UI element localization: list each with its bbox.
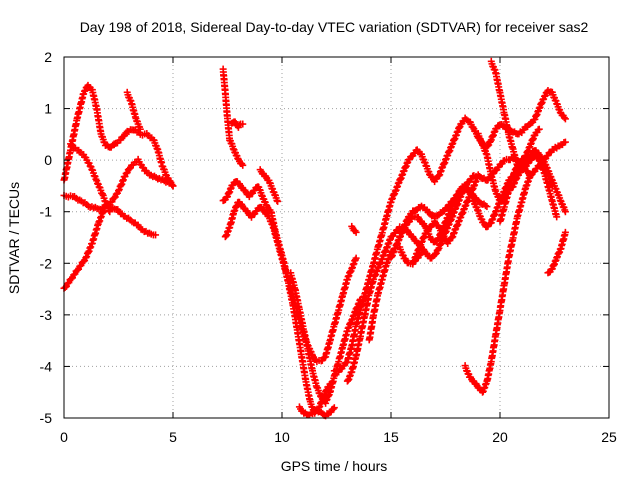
data-point xyxy=(82,254,90,262)
data-point xyxy=(73,266,81,274)
data-point xyxy=(64,280,72,288)
series-track-15 xyxy=(343,138,569,385)
data-point xyxy=(97,213,105,221)
x-tick-label: 25 xyxy=(601,429,617,445)
series-track-14 xyxy=(330,87,569,376)
data-point xyxy=(535,125,543,133)
data-point xyxy=(329,405,337,413)
data-point xyxy=(76,262,84,270)
series-track-7 xyxy=(219,65,247,169)
data-point xyxy=(561,208,569,216)
data-point xyxy=(553,213,561,221)
chart-title: Day 198 of 2018, Sidereal Day-to-day VTE… xyxy=(80,19,589,35)
data-point xyxy=(99,208,107,216)
data-point xyxy=(481,202,489,210)
data-point xyxy=(561,138,569,146)
data-point xyxy=(122,169,130,177)
data-point xyxy=(79,258,87,266)
y-tick-label: 0 xyxy=(44,152,52,168)
data-point xyxy=(239,120,247,128)
data-points xyxy=(60,57,569,420)
data-point xyxy=(168,181,176,189)
data-point xyxy=(152,231,160,239)
data-point xyxy=(239,161,247,169)
data-point xyxy=(548,182,556,190)
y-tick-label: -4 xyxy=(40,358,53,374)
data-point xyxy=(61,283,69,291)
data-point xyxy=(98,190,106,198)
y-tick-label: -2 xyxy=(40,255,53,271)
data-point xyxy=(352,228,360,236)
data-point xyxy=(418,249,426,257)
data-point xyxy=(561,228,569,236)
data-point xyxy=(483,203,491,211)
data-point xyxy=(169,182,177,190)
data-point xyxy=(67,275,75,283)
data-point xyxy=(85,247,93,255)
data-point xyxy=(97,214,105,222)
series-track-1 xyxy=(60,81,118,184)
y-tick-label: -5 xyxy=(40,410,53,426)
data-point xyxy=(352,254,360,262)
data-point xyxy=(235,121,243,129)
series-track-21 xyxy=(474,130,556,205)
y-tick-labels: -5 -4 -3 -2 -1 0 1 2 xyxy=(40,49,53,426)
data-point xyxy=(117,181,125,189)
series-track-5 xyxy=(67,140,114,216)
data-point xyxy=(70,271,78,279)
x-tick-label: 5 xyxy=(169,429,177,445)
x-tick-label: 10 xyxy=(274,429,290,445)
series-track-10 xyxy=(228,118,247,131)
series-track-4 xyxy=(60,155,177,292)
y-tick-label: 1 xyxy=(44,101,52,117)
data-point xyxy=(115,187,122,195)
data-point xyxy=(106,208,114,216)
y-tick-label: 2 xyxy=(44,49,52,65)
data-point xyxy=(86,244,94,252)
axis-ticks xyxy=(63,56,610,419)
data-point xyxy=(95,218,103,226)
data-point xyxy=(83,253,91,261)
data-point xyxy=(136,125,144,133)
data-point xyxy=(84,248,92,256)
data-point xyxy=(561,115,569,123)
data-point xyxy=(527,172,535,180)
x-tick-label: 0 xyxy=(60,429,68,445)
series-track-11 xyxy=(256,166,282,205)
y-axis-title: SDTVAR / TECUs xyxy=(6,182,22,294)
series-track-13 xyxy=(295,403,338,420)
data-point xyxy=(119,177,127,185)
x-axis-title: GPS time / hours xyxy=(281,458,388,474)
data-point xyxy=(115,186,123,194)
series-track-19 xyxy=(461,172,535,396)
data-point xyxy=(110,194,118,202)
series-track-25 xyxy=(396,243,426,268)
data-point xyxy=(118,180,126,188)
data-point xyxy=(474,172,482,180)
data-point xyxy=(560,114,568,122)
data-point xyxy=(105,207,113,215)
data-point xyxy=(274,197,282,205)
data-point xyxy=(330,404,338,412)
plot-frame xyxy=(63,56,610,419)
series-track-23 xyxy=(544,228,569,277)
y-tick-label: -1 xyxy=(40,204,53,220)
x-tick-labels: 0 5 10 15 20 25 xyxy=(60,429,617,445)
x-tick-label: 20 xyxy=(492,429,508,445)
y-tick-label: -3 xyxy=(40,307,53,323)
x-tick-label: 15 xyxy=(383,429,399,445)
series-track-6 xyxy=(123,88,144,133)
series-track-24 xyxy=(348,222,360,236)
series-track-22 xyxy=(496,125,543,225)
data-point xyxy=(96,217,104,225)
